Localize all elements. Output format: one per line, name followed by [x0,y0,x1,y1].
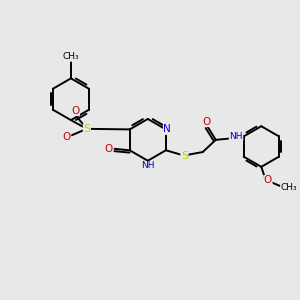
Text: CH₃: CH₃ [63,52,79,61]
Text: O: O [202,117,210,127]
Text: CH₃: CH₃ [280,183,297,192]
Text: O: O [71,106,80,116]
Text: NH: NH [141,161,154,170]
Text: N: N [164,124,171,134]
Text: S: S [83,124,91,134]
Text: NH: NH [229,132,243,141]
Text: S: S [181,151,188,161]
Text: O: O [264,176,272,185]
Text: O: O [62,132,71,142]
Text: O: O [104,144,112,154]
